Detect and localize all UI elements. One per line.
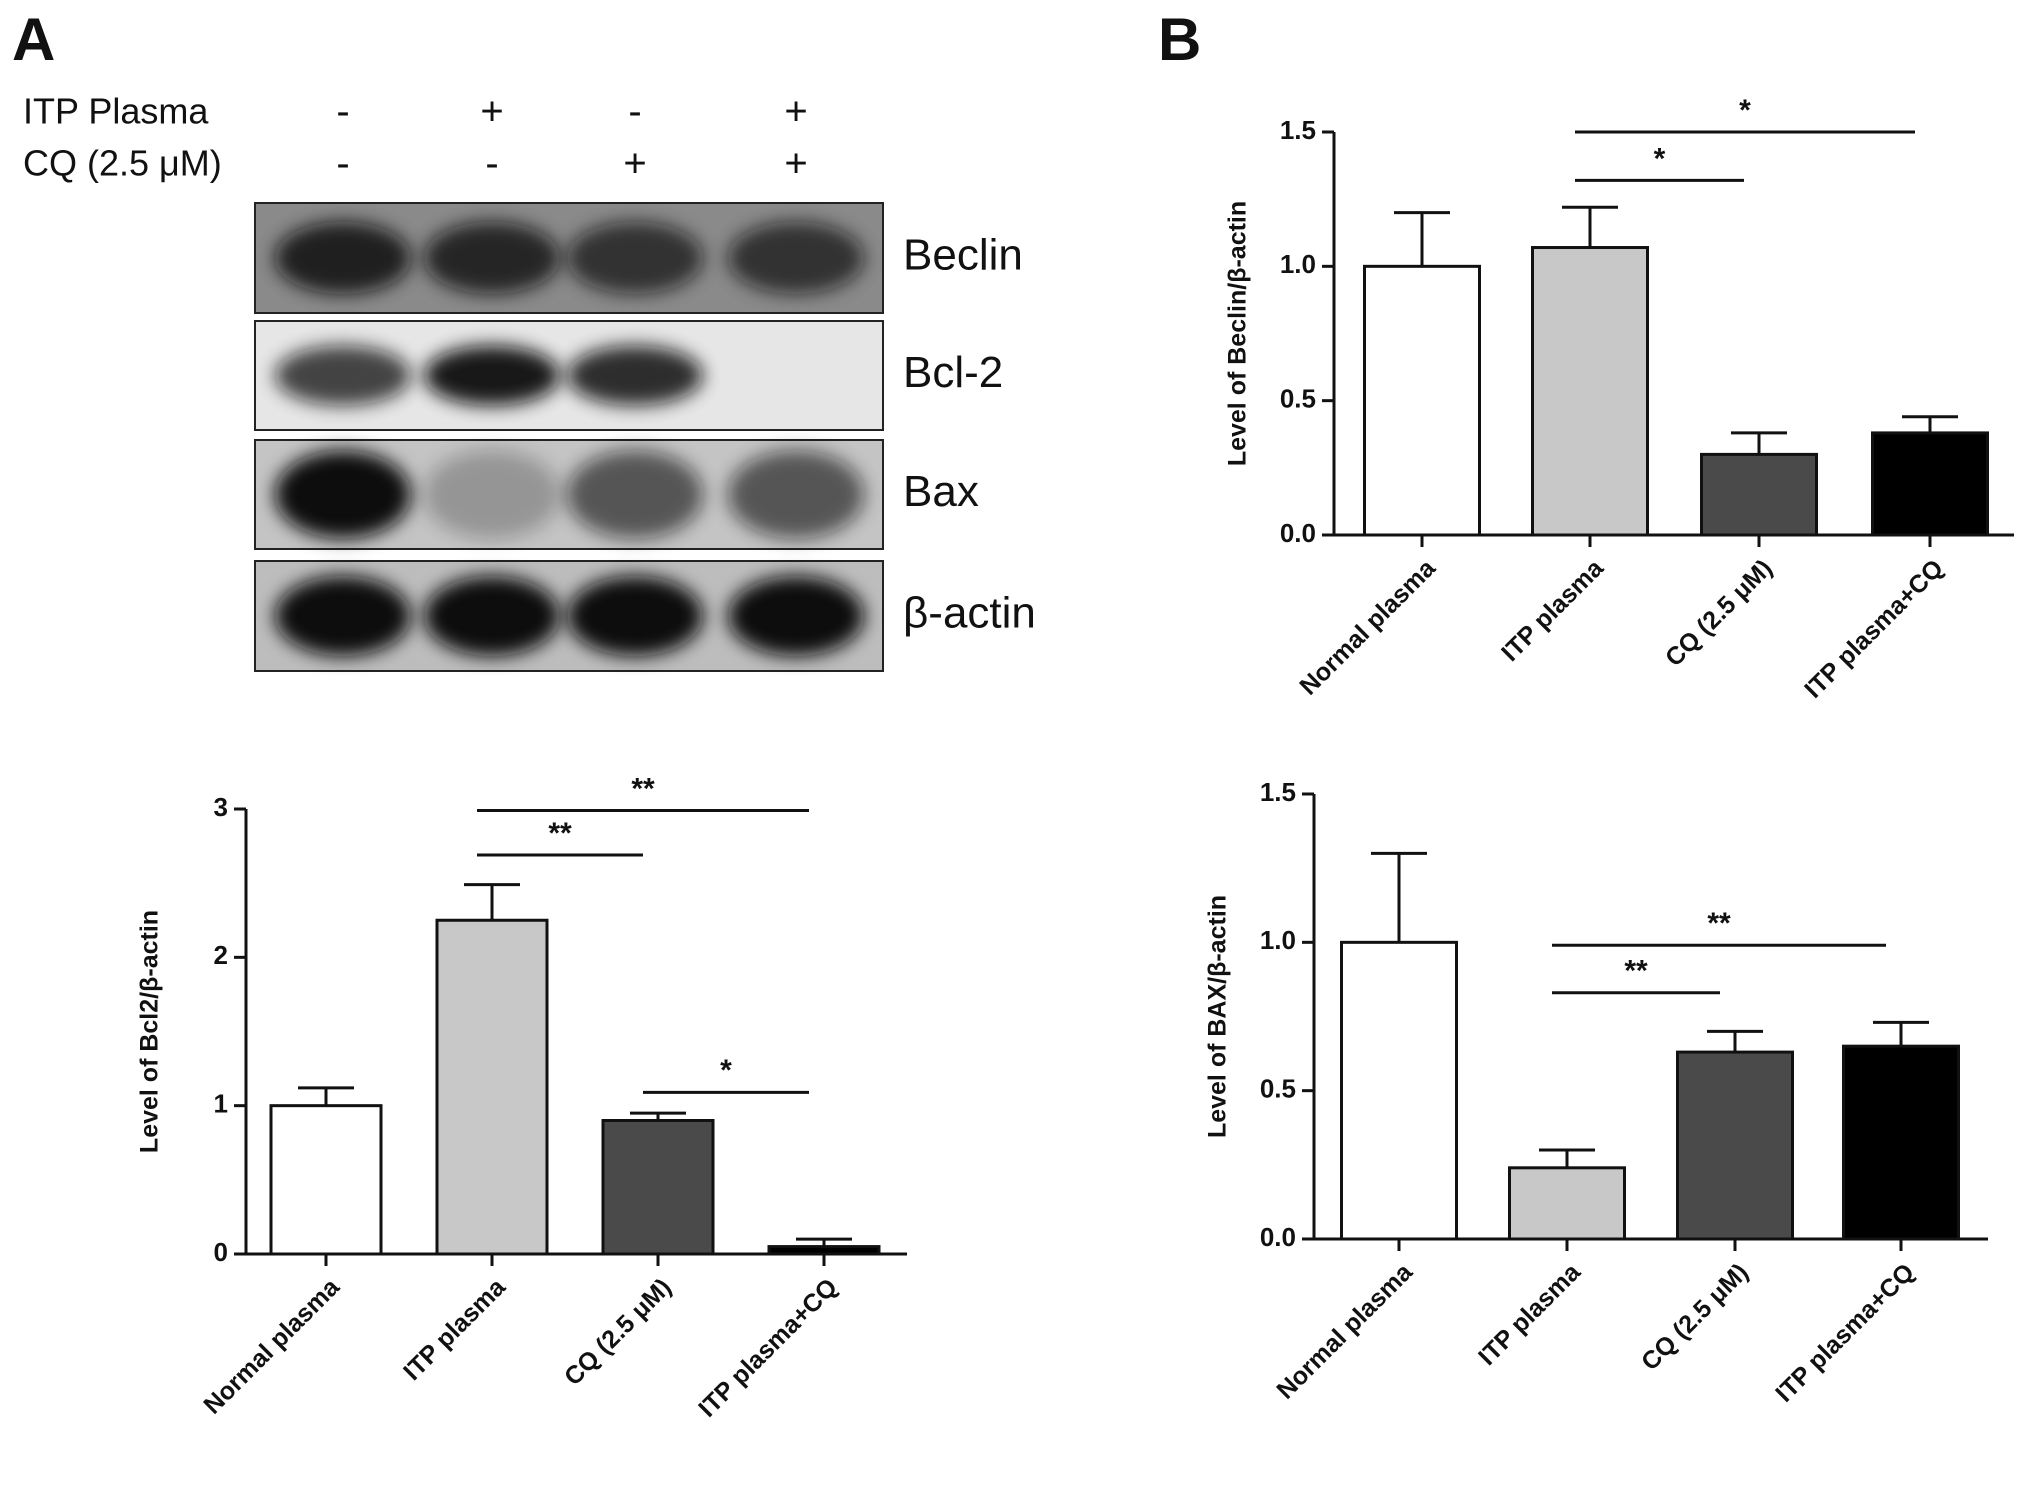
y-axis-label: Level of Bcl2/β-actin: [136, 910, 164, 1153]
condition-sign: -: [485, 142, 498, 186]
significance-label: **: [1624, 955, 1648, 988]
bar: [1871, 431, 1989, 537]
condition-sign: -: [336, 142, 349, 186]
band-label: Beclin: [903, 231, 1023, 280]
condition-sign: +: [784, 142, 807, 186]
x-tick-label: ITP plasma: [1473, 1257, 1587, 1371]
band: [567, 576, 703, 656]
band: [567, 222, 703, 294]
y-tick-label: 3: [214, 792, 228, 822]
band: [275, 345, 411, 406]
x-tick-label: ITP plasma+CQ: [693, 1273, 843, 1423]
x-tick-label: ITP plasma+CQ: [1799, 554, 1949, 704]
bar: [1508, 1166, 1626, 1241]
significance-label: *: [1739, 94, 1751, 127]
band-label: β-actin: [903, 589, 1036, 638]
y-tick-label: 0.0: [1260, 1222, 1296, 1252]
band: [275, 222, 411, 294]
significance-label: **: [631, 772, 655, 805]
y-tick-label: 1.0: [1260, 925, 1296, 955]
x-tick-label: ITP plasma: [398, 1272, 512, 1386]
x-tick-label: CQ (2.5 μM): [559, 1273, 677, 1391]
panel-label: B: [1158, 6, 1201, 73]
band: [424, 222, 560, 294]
band: [424, 450, 560, 539]
condition-label: ITP Plasma: [23, 91, 209, 132]
band: [728, 450, 864, 539]
y-tick-label: 1: [214, 1089, 228, 1119]
significance-label: **: [1707, 907, 1731, 940]
band: [275, 576, 411, 656]
significance-label: *: [1654, 142, 1666, 175]
bar: [601, 1119, 715, 1256]
y-axis-label: Level of BAX/β-actin: [1204, 895, 1232, 1138]
band: [728, 222, 864, 294]
x-tick-label: Normal plasma: [1271, 1257, 1418, 1404]
band: [567, 345, 703, 406]
condition-sign: -: [628, 90, 641, 134]
band: [728, 576, 864, 656]
bar: [1363, 264, 1481, 537]
panel-label: A: [12, 6, 55, 73]
bar: [1531, 246, 1649, 537]
condition-sign: +: [480, 90, 503, 134]
bar: [1700, 452, 1818, 537]
y-tick-label: 1.5: [1260, 777, 1296, 807]
band: [424, 345, 560, 406]
significance-label: **: [548, 817, 572, 850]
blot-bands: [275, 222, 864, 294]
blot-bands: [275, 345, 703, 406]
band: [567, 450, 703, 539]
x-tick-label: CQ (2.5 μM): [1660, 554, 1778, 672]
condition-sign: +: [784, 90, 807, 134]
y-tick-label: 0.0: [1280, 518, 1316, 548]
x-tick-label: CQ (2.5 μM): [1636, 1258, 1754, 1376]
blot-bands: [275, 576, 864, 656]
x-tick-label: Normal plasma: [1294, 553, 1441, 700]
y-axis-label: Level of Beclin/β-actin: [1224, 201, 1252, 466]
bar: [1676, 1050, 1794, 1241]
bar: [435, 918, 549, 1256]
y-tick-label: 1.5: [1280, 115, 1316, 145]
condition-label: CQ (2.5 μM): [23, 143, 222, 184]
condition-sign: -: [336, 90, 349, 134]
band-label: Bax: [903, 467, 979, 516]
condition-sign: +: [623, 142, 646, 186]
bar: [767, 1245, 881, 1256]
x-tick-label: ITP plasma: [1496, 553, 1610, 667]
y-tick-label: 1.0: [1280, 249, 1316, 279]
blot-bands: [275, 450, 864, 539]
bar: [1340, 940, 1458, 1241]
band-label: Bcl-2: [903, 348, 1003, 397]
significance-label: *: [720, 1054, 732, 1087]
band: [275, 450, 411, 539]
y-tick-label: 0.5: [1280, 384, 1316, 414]
band: [424, 576, 560, 656]
x-tick-label: Normal plasma: [198, 1272, 345, 1419]
y-tick-label: 0.5: [1260, 1074, 1296, 1104]
bar: [1842, 1044, 1960, 1241]
y-tick-label: 2: [214, 940, 228, 970]
bar: [269, 1104, 383, 1256]
x-tick-label: ITP plasma+CQ: [1770, 1258, 1920, 1408]
y-tick-label: 0: [214, 1237, 228, 1267]
